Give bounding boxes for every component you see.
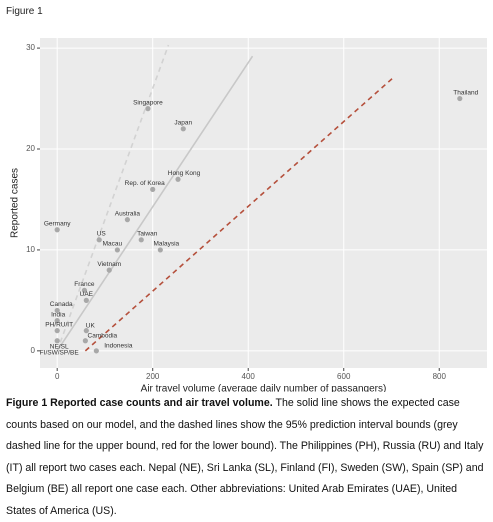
plot-panel [40,38,487,368]
fit-line [84,77,393,352]
point [82,338,88,344]
point-label: NE/SL [50,343,69,350]
x-axis-label: Air travel volume (average daily number … [141,384,387,392]
point-label: Canada [50,301,73,308]
point-label: Indonesia [104,343,133,350]
point [54,307,60,314]
point-label: Germany [44,220,71,227]
point [83,328,89,334]
point-label: Japan [174,120,192,127]
point-label: Australia [115,210,141,217]
point-label: Macau [103,241,123,248]
y-tick-label: 0 [31,346,36,355]
point-label: France [74,281,95,288]
point-label: Rep. of Korea [125,180,165,187]
point-label: PH/RU/IT [45,321,73,328]
point [150,186,156,192]
point [175,176,181,182]
point [124,217,130,223]
page: {"figure_label": "Figure 1", "caption": … [6,6,487,517]
y-tick-label: 30 [26,43,35,52]
point [138,237,144,243]
caption-text: The solid line shows the expected case c… [6,397,484,517]
point [96,237,102,243]
point-label: Cambodia [88,332,118,339]
point [54,338,60,344]
fit-line [56,55,254,352]
point-label: Taiwan [137,231,158,238]
point [180,126,186,132]
point [93,348,99,354]
fit-line [56,44,170,352]
figure-label: Figure 1 [6,6,43,17]
point-label: Vietnam [97,261,121,268]
x-tick-label: 600 [337,372,351,381]
point-label: Hong Kong [168,170,201,177]
point-label: US [97,231,107,238]
point [81,287,88,293]
point [54,227,60,233]
point-label: India [51,311,65,318]
point [157,247,163,253]
y-tick-label: 20 [26,144,35,153]
y-axis-label: Reported cases [10,168,21,238]
point-label: Thailand [453,89,478,96]
x-tick-label: 800 [433,372,447,381]
caption-title: Figure 1 Reported case counts and air tr… [6,397,273,409]
point [457,95,463,102]
point-label: UAE [80,291,94,298]
y-tick-label: 10 [26,245,35,254]
chart: 0 10 20 30 0 200 400 600 800 Air travel volume (a… [10,38,487,392]
point [114,247,120,253]
x-tick-label: 400 [242,372,256,381]
x-tick-label: 0 [55,372,60,381]
point [54,317,60,324]
x-tick-label: 200 [146,372,160,381]
point [54,328,60,334]
point [106,267,112,273]
caption: Figure 1 Reported case counts and air tr… [6,393,484,522]
point-label: Singapore [133,99,163,106]
point-label: Malaysia [154,241,180,248]
point [145,106,151,112]
point-label: FI/SW/SP/BE [40,349,80,356]
point-label: UK [86,322,96,329]
point [83,297,89,303]
